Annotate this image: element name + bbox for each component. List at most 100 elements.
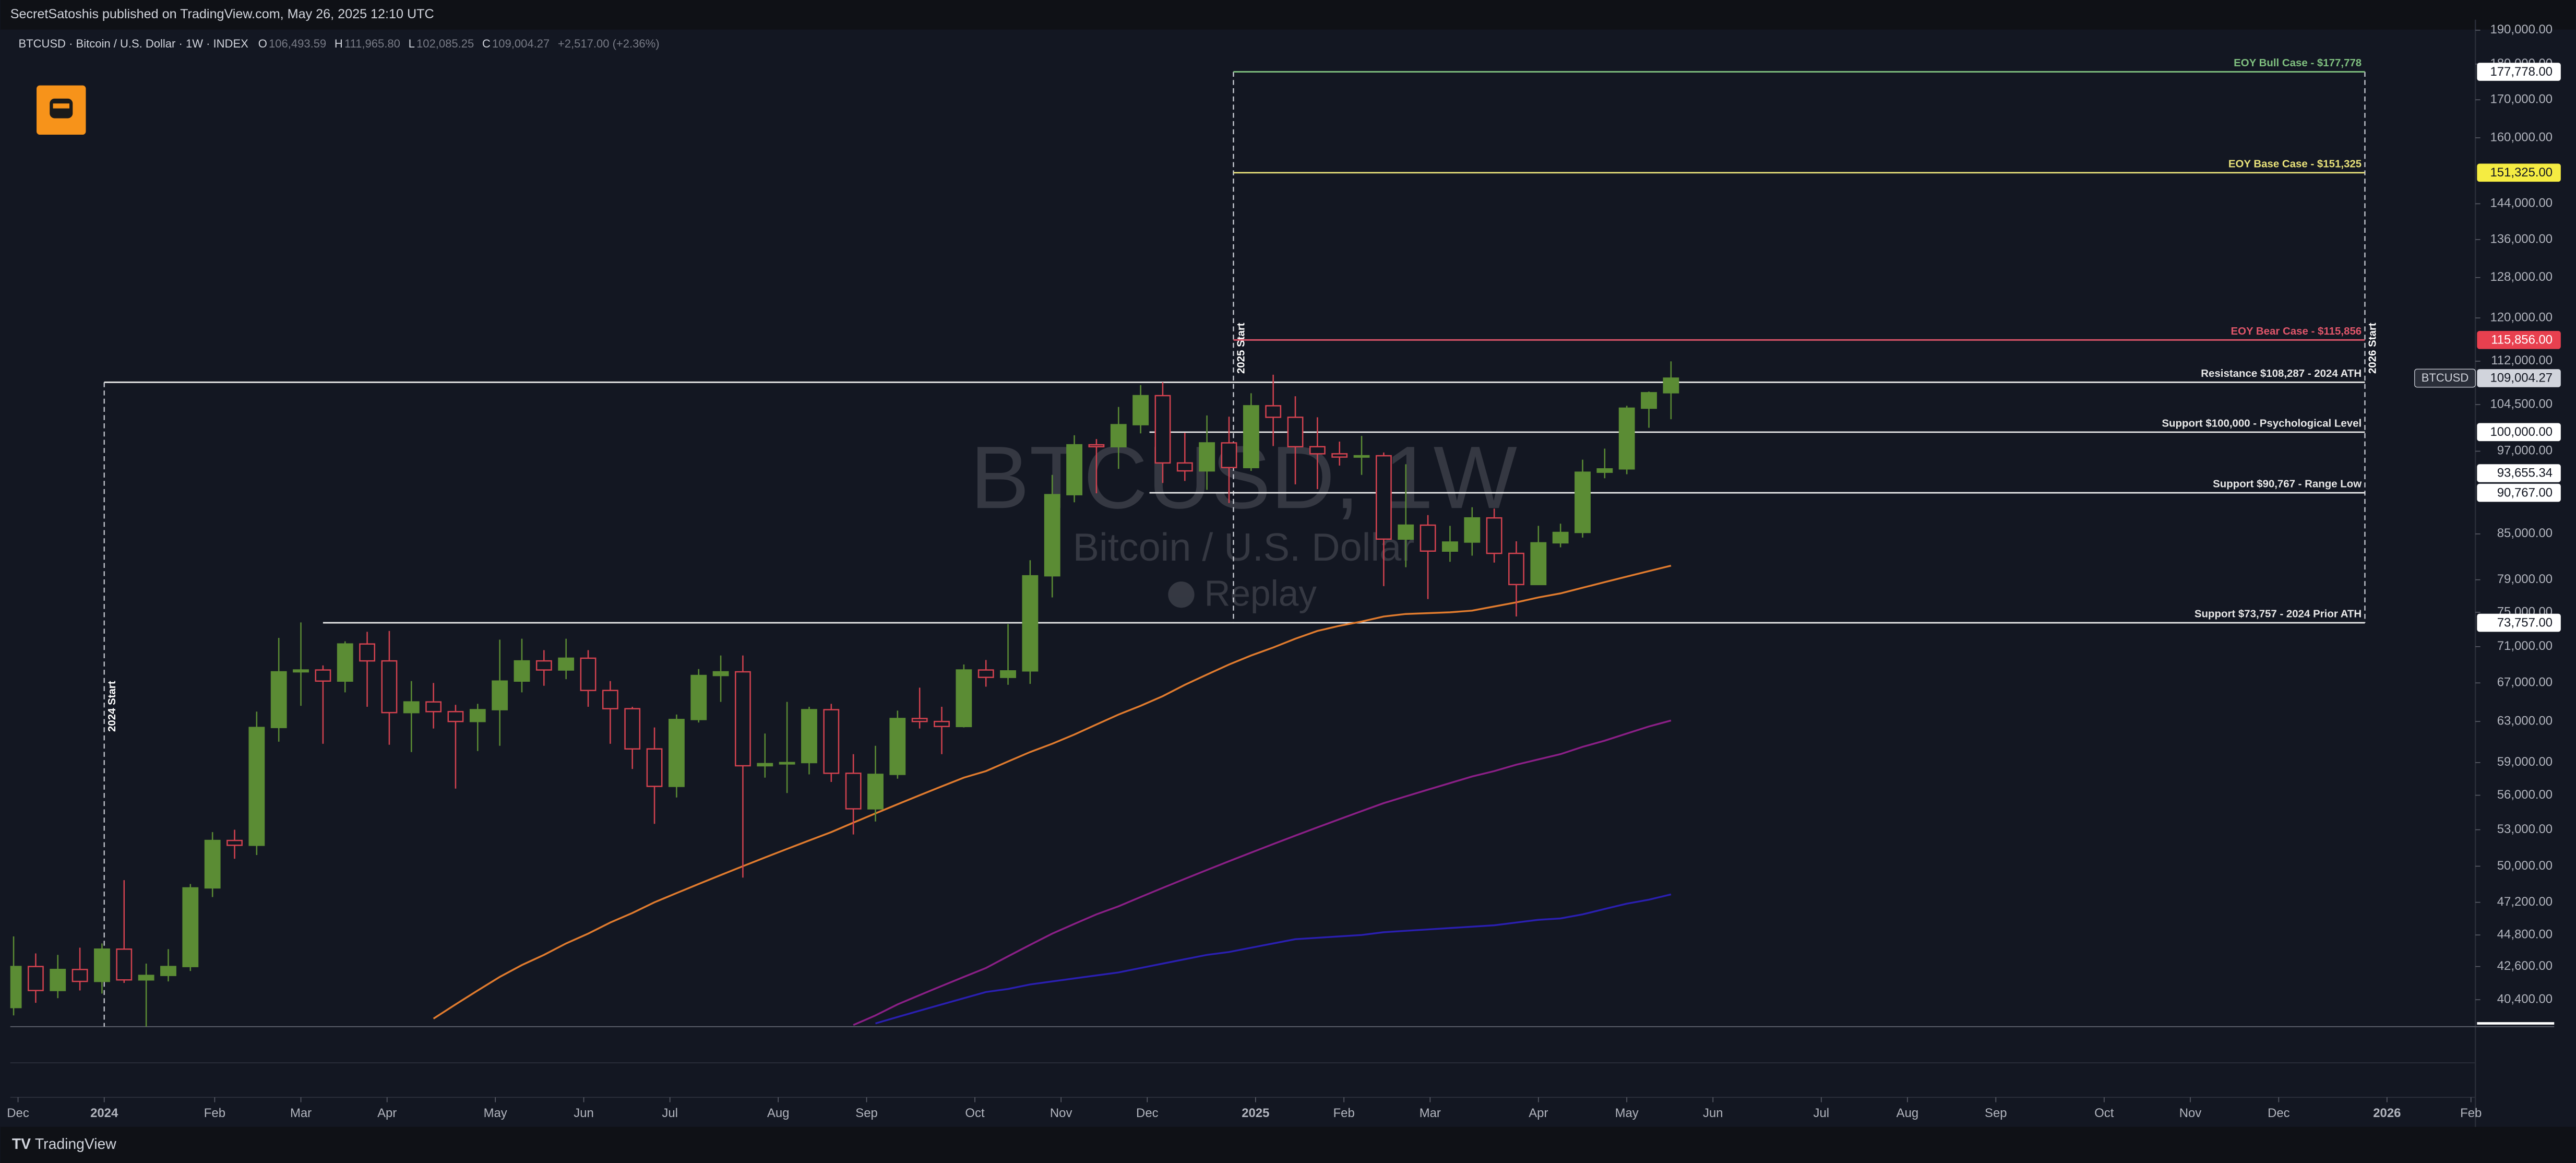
x-tick-label: Feb — [1333, 1106, 1355, 1120]
ohlc-key: H — [335, 37, 343, 50]
candle-body — [182, 887, 199, 967]
candle-body — [10, 966, 22, 1008]
x-tick-label: Oct — [965, 1106, 985, 1120]
y-tick-label: 59,000.00 — [2497, 755, 2553, 769]
candle-body — [1044, 494, 1060, 577]
candle-body — [602, 690, 618, 709]
y-tick-label: 67,000.00 — [2497, 675, 2553, 690]
x-tick-label: Nov — [2179, 1106, 2202, 1120]
price-tag — [2477, 483, 2561, 502]
price-tag-label: 151,325.00 — [2490, 165, 2553, 180]
level-label: Support $100,000 - Psychological Level — [2162, 418, 2362, 430]
candle-body — [1442, 541, 1458, 552]
candle-body — [779, 762, 795, 765]
candle-body — [867, 774, 884, 810]
candle-body — [956, 669, 972, 727]
candle-body — [447, 711, 464, 722]
x-tick-label: Dec — [2268, 1106, 2290, 1120]
brand: TV TradingView — [12, 1136, 116, 1153]
symbol-title: BTCUSD · Bitcoin / U.S. Dollar · 1W · IN… — [18, 37, 248, 50]
candle-body — [977, 669, 994, 678]
candle-body — [535, 660, 552, 671]
candle-body — [735, 671, 751, 767]
symbol-tag-label: BTCUSD — [2422, 371, 2469, 384]
x-tick-label: 2025 — [1242, 1106, 1269, 1120]
candle-body — [337, 643, 353, 682]
marker-label: 2025 Start — [1235, 323, 1247, 374]
candle-body — [823, 709, 840, 774]
level-label: Resistance $108,287 - 2024 ATH — [2201, 367, 2362, 379]
candle-body — [226, 839, 243, 846]
y-tick-label: 128,000.00 — [2490, 270, 2553, 284]
price-tag — [2477, 369, 2561, 387]
candle-body — [71, 969, 88, 982]
candle-body — [889, 718, 906, 775]
candle-body — [1132, 395, 1149, 425]
marker-label: 2024 Start — [106, 681, 118, 732]
candle-body — [293, 669, 309, 673]
candle-body — [403, 701, 420, 714]
ohlc-value: 102,085.25 — [416, 37, 474, 50]
candle-body — [1110, 424, 1127, 448]
price-tag — [2477, 330, 2561, 349]
x-tick-label: Nov — [1050, 1106, 1072, 1120]
x-tick-label: Sep — [1985, 1106, 2007, 1120]
price-tags: 177,778.00 151,325.00 115,856.00 100,000.00… — [2414, 63, 2561, 632]
candle-body — [1199, 442, 1215, 472]
candle-body — [1243, 405, 1259, 468]
candle-body — [646, 748, 663, 787]
candle-body — [845, 773, 862, 810]
brand-name: TradingView — [35, 1136, 116, 1153]
moving-average — [875, 893, 1672, 1025]
price-tag-label: 109,004.27 — [2490, 371, 2553, 385]
x-tick-label: Apr — [1529, 1106, 1548, 1120]
candle-body — [270, 671, 287, 728]
y-tick-label: 47,200.00 — [2497, 895, 2553, 909]
y-tick-label: 40,400.00 — [2497, 992, 2553, 1006]
candle-body — [1530, 542, 1547, 586]
price-tag — [2477, 613, 2561, 632]
y-tick-label: 144,000.00 — [2490, 196, 2553, 210]
candle-body — [668, 719, 685, 787]
candle-body — [1464, 517, 1481, 543]
candle-body — [116, 948, 133, 981]
x-tick-label: Dec — [1136, 1106, 1159, 1120]
x-tick-label: Jun — [574, 1106, 594, 1120]
candle-body — [1552, 531, 1569, 544]
y-tick-label: 85,000.00 — [2497, 526, 2553, 540]
y-tick-label: 42,600.00 — [2497, 959, 2553, 973]
price-tag-label: 100,000.00 — [2490, 425, 2553, 439]
candle-body — [469, 709, 486, 722]
y-tick-label: 71,000.00 — [2497, 639, 2553, 653]
x-tick-label: 2026 — [2373, 1106, 2401, 1120]
candle-body — [248, 727, 265, 846]
y-tick-label: 120,000.00 — [2490, 310, 2553, 324]
bottom-bar — [0, 1126, 2576, 1163]
candle-body — [359, 643, 375, 662]
moving-average — [433, 564, 1672, 1019]
ohlc-value: 111,965.80 — [344, 37, 400, 50]
candle-body — [801, 709, 817, 764]
level-label: Support $73,757 - 2024 Prior ATH — [2195, 608, 2362, 620]
price-tag — [2477, 63, 2561, 81]
candle-body — [514, 660, 530, 682]
candle-body — [934, 720, 950, 727]
candle-body — [690, 674, 707, 720]
price-tag — [2477, 423, 2561, 442]
x-tick-label: Jul — [662, 1106, 678, 1120]
x-tick-label: May — [484, 1106, 507, 1120]
y-tick-label: 104,500.00 — [2490, 397, 2553, 411]
x-tick-label: Mar — [1420, 1106, 1441, 1120]
x-tick-label: Feb — [2460, 1106, 2482, 1120]
candle-body — [1618, 407, 1635, 470]
candle-body — [624, 708, 641, 750]
ohlc-value: 106,493.59 — [269, 37, 326, 50]
candle-body — [1000, 670, 1016, 678]
candle-body — [580, 657, 597, 691]
ohlc-key: L — [409, 37, 415, 50]
y-tick-label: 112,000.00 — [2491, 353, 2553, 367]
price-tag — [2477, 464, 2561, 482]
